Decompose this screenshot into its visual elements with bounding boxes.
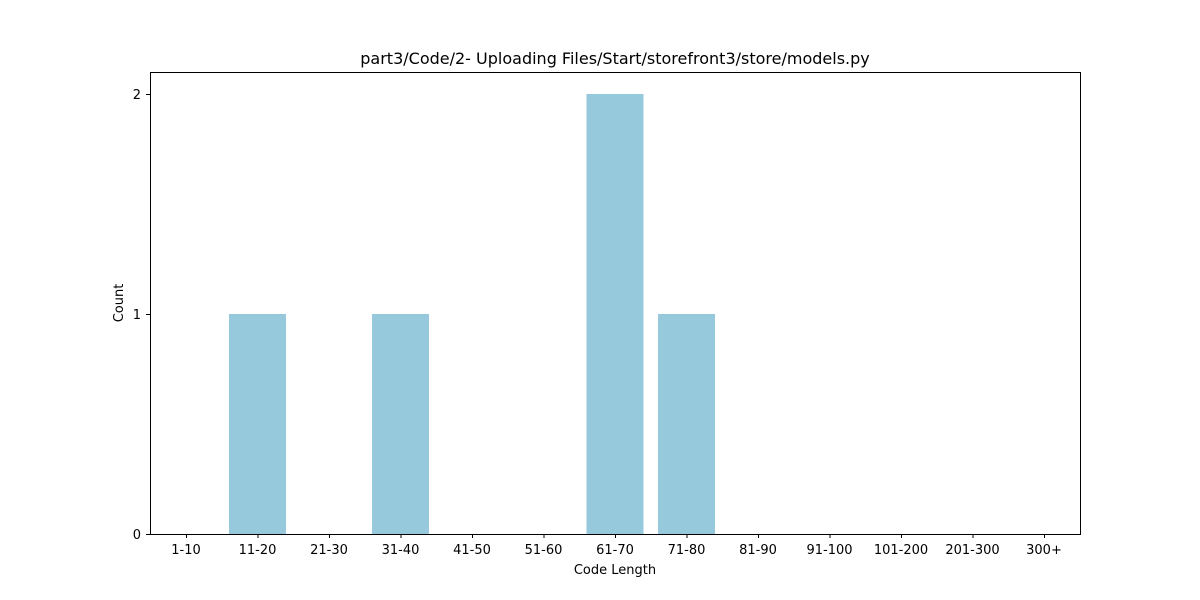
y-axis-label: Count xyxy=(112,284,127,323)
y-tick-label: 1 xyxy=(133,308,141,323)
x-tick-label: 71-80 xyxy=(668,543,706,558)
y-tick-label: 2 xyxy=(133,88,141,103)
y-tick-label: 0 xyxy=(133,528,141,543)
x-tick-label: 300+ xyxy=(1026,543,1062,558)
x-axis-label: Code Length xyxy=(574,563,656,578)
x-tick-label: 91-100 xyxy=(806,543,852,558)
x-tick-label: 1-10 xyxy=(171,543,201,558)
chart-title: part3/Code/2- Uploading Files/Start/stor… xyxy=(360,49,869,68)
x-tick-label: 61-70 xyxy=(596,543,634,558)
x-tick-label: 21-30 xyxy=(310,543,348,558)
x-tick-label: 81-90 xyxy=(739,543,777,558)
bar-71-80 xyxy=(658,314,715,534)
bar-61-70 xyxy=(586,94,644,534)
x-tick-label: 31-40 xyxy=(382,543,420,558)
x-tick-label: 41-50 xyxy=(453,543,491,558)
bar-11-20 xyxy=(229,314,286,534)
bar-31-40 xyxy=(372,314,429,534)
x-tick-label: 201-300 xyxy=(945,543,999,558)
x-tick-label: 11-20 xyxy=(239,543,277,558)
x-tick-label: 101-200 xyxy=(874,543,928,558)
x-tick-label: 51-60 xyxy=(525,543,563,558)
x-axis: 1-10 11-20 21-30 31-40 41-50 51-60 61-70 71-80 8… xyxy=(171,534,1062,558)
bars-layer xyxy=(229,94,715,534)
y-axis: 0 1 2 xyxy=(133,88,150,543)
